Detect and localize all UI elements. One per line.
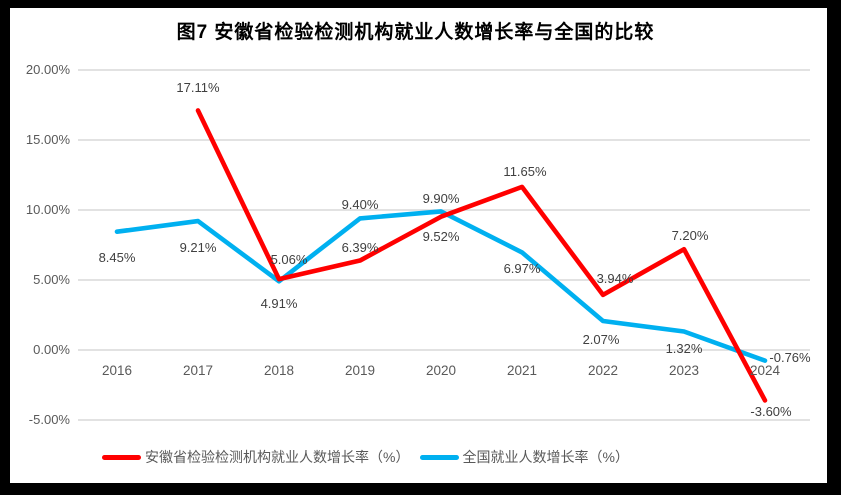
legend: 安徽省检验检测机构就业人数增长率（%） 全国就业人数增长率（%）	[0, 448, 731, 466]
anhui-series-line	[195, 108, 768, 403]
national-line-swatch	[419, 454, 459, 460]
national-series-line	[114, 209, 768, 363]
legend-item-anhui: 安徽省检验检测机构就业人数增长率（%）	[102, 447, 410, 467]
chart-title: 图7 安徽省检验检测机构就业人数增长率与全国的比较	[176, 22, 655, 43]
anhui-line-swatch	[102, 454, 142, 460]
gridlines	[78, 69, 810, 421]
frame-border-left	[0, 0, 10, 487]
frame-border-right	[827, 0, 841, 495]
frame-border-top	[0, 0, 841, 8]
frame-border-bottom	[0, 483, 841, 495]
legend-item-national: 全国就业人数增长率（%）	[419, 447, 629, 467]
legend-label-national: 全国就业人数增长率（%）	[462, 449, 629, 465]
legend-label-anhui: 安徽省检验检测机构就业人数增长率（%）	[145, 449, 410, 465]
